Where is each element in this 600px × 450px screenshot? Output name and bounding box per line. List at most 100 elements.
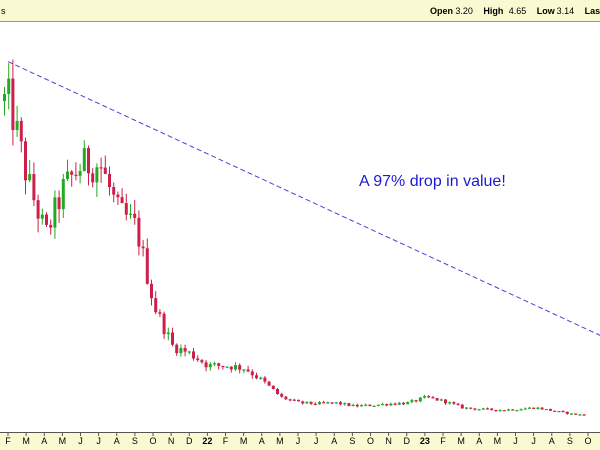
candle-up <box>406 402 410 405</box>
candle-down <box>532 407 536 409</box>
candle-up <box>578 414 582 416</box>
candle-down <box>74 174 78 176</box>
ohlc-value-high: 4.65 <box>509 6 527 16</box>
candle-down <box>145 248 149 284</box>
candle-down <box>280 393 284 397</box>
candle-down <box>502 410 506 412</box>
candle-up <box>66 171 69 179</box>
candle-down <box>103 167 107 174</box>
candle-up <box>376 404 380 406</box>
candle-down <box>292 399 296 401</box>
candle-down <box>154 298 158 313</box>
candle-down <box>309 401 313 404</box>
candle-down <box>192 351 195 359</box>
candle-down <box>183 348 187 352</box>
x-axis-ticks: F M A M J J A S O N D 22 F M A M J J A S O N D 23 F M A M J J A S O <box>5 432 592 446</box>
candle-down <box>57 197 61 210</box>
candle-down <box>427 396 431 398</box>
candle-down <box>385 403 389 406</box>
candle-up <box>423 396 426 398</box>
candle-down <box>200 360 204 363</box>
candle-down <box>414 400 418 402</box>
candle-down <box>171 332 174 345</box>
candle-up <box>334 402 338 404</box>
candle-down <box>246 369 250 372</box>
candle-down <box>116 194 120 198</box>
candle-down <box>553 410 557 412</box>
x-tick-label: M <box>240 436 248 446</box>
candle-up <box>477 409 481 411</box>
candle-down <box>494 409 498 412</box>
candle-down <box>70 171 74 175</box>
candle-down <box>276 389 279 394</box>
x-tick-label: J <box>314 436 319 446</box>
x-tick-label: J <box>96 436 101 446</box>
candle-up <box>544 408 548 411</box>
x-tick-label: S <box>567 436 573 446</box>
candle-down <box>313 403 317 405</box>
trendline <box>7 61 600 336</box>
x-tick-label: J <box>531 436 536 446</box>
candle-down <box>435 398 439 401</box>
candle-down <box>511 409 515 411</box>
candle-down <box>490 408 494 410</box>
candle-down <box>582 414 586 416</box>
candle-up <box>61 178 65 210</box>
header-corner-text: s <box>1 6 6 16</box>
x-tick-label: O <box>584 436 591 446</box>
candle-up <box>7 78 11 95</box>
candle-up <box>360 405 363 407</box>
candle-up <box>82 148 86 172</box>
candle-down <box>133 213 137 218</box>
candle-down <box>158 312 162 314</box>
x-tick-label: M <box>59 436 67 446</box>
candle-up <box>53 197 57 228</box>
candle-up <box>326 402 330 404</box>
x-tick-label: M <box>494 436 502 446</box>
candle-down <box>267 381 271 386</box>
x-tick-label: M <box>276 436 284 446</box>
x-tick-label: 22 <box>202 436 212 446</box>
candle-down <box>196 358 200 361</box>
candle-up <box>519 409 523 411</box>
candles <box>3 59 586 416</box>
x-tick-label: O <box>367 436 374 446</box>
x-tick-label: 23 <box>420 436 430 446</box>
candle-down <box>141 246 145 249</box>
candle-down <box>19 120 23 142</box>
x-tick-label: F <box>223 436 229 446</box>
candle-down <box>137 217 141 247</box>
x-tick-label: A <box>114 436 120 446</box>
ohlc-value-open: 3.20 <box>455 6 473 16</box>
candle-up <box>528 407 531 409</box>
candle-down <box>49 224 53 228</box>
candle-up <box>481 408 485 410</box>
candle-down <box>330 402 334 404</box>
x-tick-label: O <box>149 436 156 446</box>
candle-down <box>301 401 305 404</box>
candle-up <box>129 213 132 215</box>
x-tick-label: F <box>5 436 11 446</box>
candle-up <box>465 407 468 409</box>
candle-down <box>355 404 359 407</box>
candle-down <box>263 377 267 382</box>
x-tick-label: J <box>513 436 518 446</box>
candle-down <box>469 407 473 409</box>
x-tick-label: A <box>259 436 265 446</box>
candle-down <box>565 411 569 414</box>
candle-up <box>40 214 44 219</box>
candle-down <box>561 411 565 413</box>
candle-up <box>208 364 212 368</box>
candle-down <box>322 402 326 404</box>
candle-down <box>150 283 153 299</box>
candle-up <box>418 397 422 402</box>
candle-up <box>318 402 321 405</box>
candle-up <box>3 94 6 102</box>
candle-up <box>498 410 502 412</box>
x-tick-label: M <box>22 436 30 446</box>
candle-down <box>486 408 489 410</box>
candle-down <box>162 313 166 335</box>
candle-down <box>444 399 447 404</box>
